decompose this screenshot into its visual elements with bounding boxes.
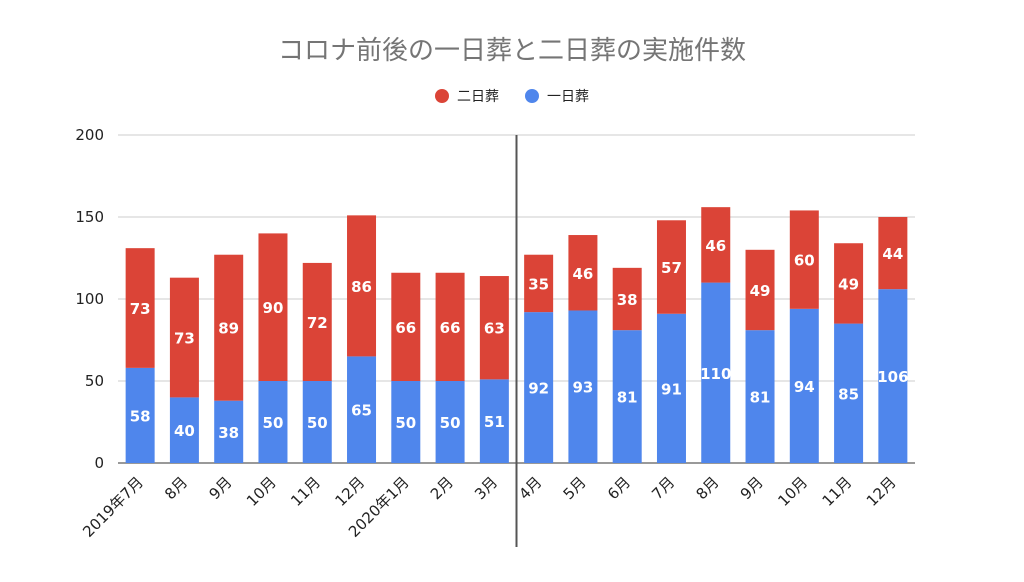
x-tick-label: 10月 <box>774 473 811 510</box>
data-label-one-day: 91 <box>661 380 682 398</box>
y-tick-label: 100 <box>75 290 104 308</box>
data-label-one-day: 106 <box>877 368 908 386</box>
y-tick-label: 50 <box>85 372 104 390</box>
x-tick-label: 6月 <box>604 473 634 503</box>
chart-plot: 0 50 100 150 200 58 73 2019年7月 40 73 8月 38 89 9月 50 90 1… <box>0 0 1024 582</box>
data-label-two-day: 49 <box>750 282 771 300</box>
y-tick-label: 0 <box>94 454 104 472</box>
x-tick-label: 5月 <box>560 473 590 503</box>
y-tick-label: 200 <box>75 126 104 144</box>
x-tick-label: 8月 <box>161 473 191 503</box>
data-label-one-day: 38 <box>218 424 239 442</box>
data-label-one-day: 58 <box>130 407 151 425</box>
data-label-one-day: 110 <box>700 365 731 383</box>
x-tick-label: 3月 <box>471 473 501 503</box>
data-label-one-day: 51 <box>484 413 505 431</box>
x-tick-label: 7月 <box>648 473 678 503</box>
data-label-two-day: 60 <box>794 252 815 270</box>
x-tick-label: 9月 <box>205 473 235 503</box>
data-label-one-day: 50 <box>440 414 461 432</box>
data-label-two-day: 63 <box>484 320 505 338</box>
x-tick-label: 10月 <box>243 473 280 510</box>
data-label-one-day: 65 <box>351 402 372 420</box>
data-label-two-day: 89 <box>218 320 239 338</box>
y-tick-label: 150 <box>75 208 104 226</box>
x-tick-label: 12月 <box>332 473 369 510</box>
data-label-two-day: 72 <box>307 314 328 332</box>
x-tick-label: 11月 <box>287 473 324 510</box>
data-label-one-day: 50 <box>395 414 416 432</box>
data-label-one-day: 81 <box>750 389 771 407</box>
x-tick-label: 12月 <box>863 473 900 510</box>
x-tick-label: 2019年7月 <box>79 473 147 541</box>
data-label-one-day: 92 <box>528 380 549 398</box>
data-label-two-day: 46 <box>705 237 726 255</box>
data-label-two-day: 46 <box>572 265 593 283</box>
data-label-one-day: 85 <box>838 385 859 403</box>
data-label-one-day: 94 <box>794 378 815 396</box>
data-label-two-day: 57 <box>661 259 682 277</box>
data-label-two-day: 90 <box>263 299 284 317</box>
data-label-two-day: 49 <box>838 275 859 293</box>
x-tick-label: 11月 <box>819 473 856 510</box>
data-label-two-day: 66 <box>395 319 416 337</box>
data-label-one-day: 50 <box>307 414 328 432</box>
data-label-one-day: 50 <box>263 414 284 432</box>
x-tick-label: 2月 <box>427 473 457 503</box>
data-label-two-day: 86 <box>351 278 372 296</box>
x-tick-label: 8月 <box>692 473 722 503</box>
data-label-two-day: 38 <box>617 291 638 309</box>
x-tick-label: 9月 <box>737 473 767 503</box>
data-label-one-day: 93 <box>572 379 593 397</box>
data-label-two-day: 66 <box>440 319 461 337</box>
data-label-one-day: 81 <box>617 389 638 407</box>
data-label-two-day: 73 <box>130 300 151 318</box>
data-label-one-day: 40 <box>174 422 195 440</box>
x-tick-label: 4月 <box>515 473 545 503</box>
data-label-two-day: 35 <box>528 275 549 293</box>
data-label-two-day: 73 <box>174 330 195 348</box>
data-label-two-day: 44 <box>882 245 903 263</box>
